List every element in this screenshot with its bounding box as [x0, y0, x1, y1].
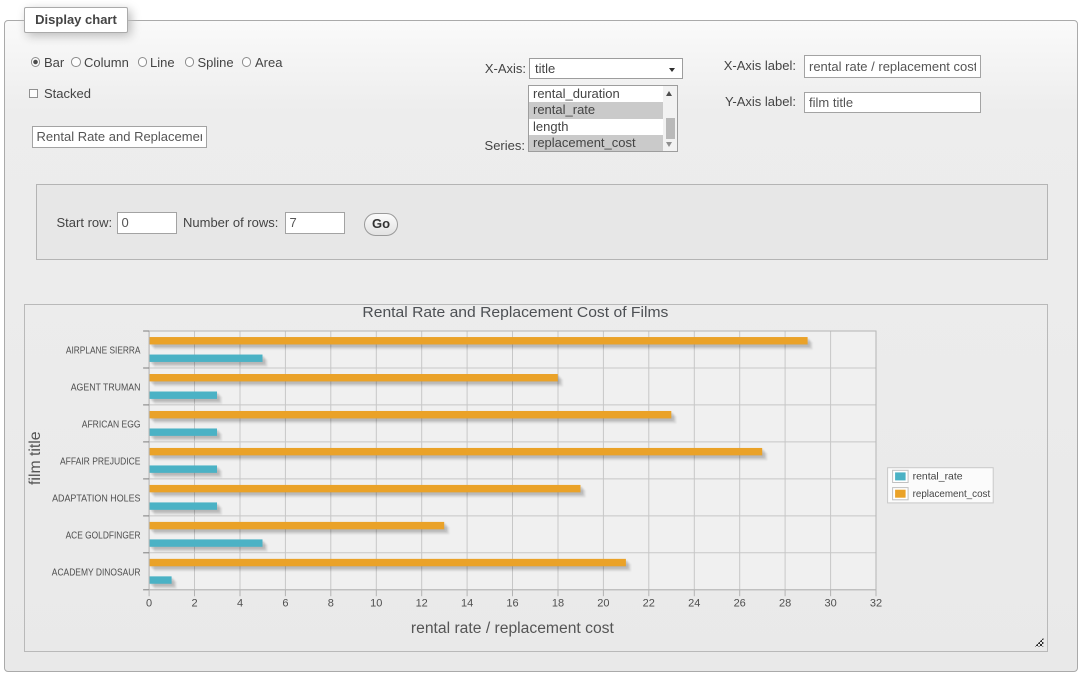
svg-text:rental rate / replacement cost: rental rate / replacement cost [411, 619, 615, 636]
svg-text:rental_rate: rental_rate [913, 470, 963, 482]
svg-text:ACADEMY DINOSAUR: ACADEMY DINOSAUR [52, 567, 141, 578]
svg-text:AIRPLANE SIERRA: AIRPLANE SIERRA [66, 345, 141, 356]
svg-text:18: 18 [552, 597, 564, 609]
svg-text:26: 26 [734, 597, 746, 609]
svg-text:24: 24 [689, 597, 701, 609]
svg-text:12: 12 [416, 597, 428, 609]
svg-text:10: 10 [371, 597, 383, 609]
svg-text:film title: film title [27, 431, 44, 485]
svg-text:14: 14 [461, 597, 473, 609]
svg-text:AFRICAN EGG: AFRICAN EGG [82, 419, 141, 430]
svg-text:0: 0 [146, 597, 152, 609]
svg-text:28: 28 [779, 597, 791, 609]
svg-text:16: 16 [507, 597, 519, 609]
svg-text:ADAPTATION HOLES: ADAPTATION HOLES [52, 493, 141, 504]
svg-text:replacement_cost: replacement_cost [913, 488, 991, 500]
svg-text:6: 6 [283, 597, 289, 609]
svg-text:20: 20 [598, 597, 610, 609]
svg-text:22: 22 [643, 597, 655, 609]
svg-text:4: 4 [237, 597, 243, 609]
svg-text:Rental Rate and Replacement Co: Rental Rate and Replacement Cost of Film… [363, 304, 669, 321]
svg-text:30: 30 [825, 597, 837, 609]
svg-text:AFFAIR PREJUDICE: AFFAIR PREJUDICE [60, 456, 141, 467]
svg-text:8: 8 [328, 597, 334, 609]
svg-text:2: 2 [192, 597, 198, 609]
svg-text:AGENT TRUMAN: AGENT TRUMAN [71, 382, 141, 393]
svg-text:32: 32 [870, 597, 882, 609]
svg-text:ACE GOLDFINGER: ACE GOLDFINGER [66, 530, 141, 541]
